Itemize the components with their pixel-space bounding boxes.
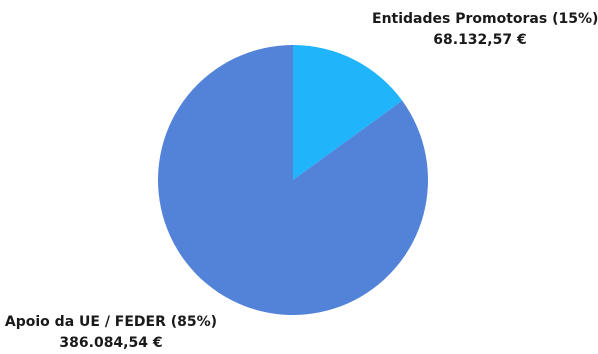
slice-label-value: 68.132,57 € <box>433 32 527 48</box>
slice-label-name: Entidades Promotoras (15%) <box>372 11 598 27</box>
pie-slices <box>157 45 428 316</box>
slice-label-entidades-promotoras: Entidades Promotoras (15%) 68.132,57 € <box>372 9 598 51</box>
slice-label-value: 386.084,54 € <box>59 335 163 351</box>
pie-slice-0 <box>293 45 403 180</box>
pie-slice-1 <box>157 45 428 316</box>
slice-label-name: Apoio da UE / FEDER (85%) <box>4 314 218 330</box>
slice-label-apoio-ue-feder: Apoio da UE / FEDER (85%) 386.084,54 € <box>4 312 218 354</box>
